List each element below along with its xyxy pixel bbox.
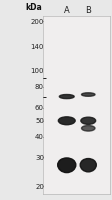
Ellipse shape — [80, 159, 96, 172]
Ellipse shape — [59, 95, 74, 99]
Ellipse shape — [81, 117, 96, 124]
Ellipse shape — [58, 158, 76, 173]
Ellipse shape — [82, 126, 95, 131]
Text: kDa: kDa — [26, 3, 43, 12]
Text: A: A — [64, 6, 70, 15]
Text: B: B — [85, 6, 91, 15]
Ellipse shape — [82, 93, 95, 96]
Ellipse shape — [58, 117, 75, 125]
